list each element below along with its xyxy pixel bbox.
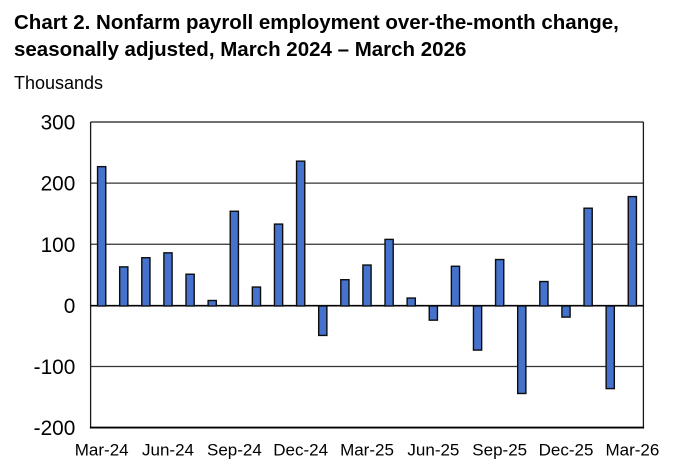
svg-text:300: 300	[41, 112, 76, 135]
svg-text:Jun-24: Jun-24	[142, 441, 194, 460]
svg-text:-100: -100	[34, 356, 76, 379]
svg-text:Sep-25: Sep-25	[472, 441, 527, 460]
svg-text:Jun-25: Jun-25	[407, 441, 459, 460]
svg-text:Mar-26: Mar-26	[605, 441, 659, 460]
svg-text:200: 200	[41, 173, 76, 196]
svg-text:100: 100	[41, 234, 76, 257]
svg-text:0: 0	[64, 295, 76, 318]
svg-text:Mar-24: Mar-24	[75, 441, 129, 460]
svg-text:Mar-25: Mar-25	[340, 441, 394, 460]
svg-text:-200: -200	[34, 417, 76, 440]
svg-text:Dec-24: Dec-24	[273, 441, 328, 460]
svg-text:Dec-25: Dec-25	[539, 441, 594, 460]
svg-text:Sep-24: Sep-24	[207, 441, 262, 460]
